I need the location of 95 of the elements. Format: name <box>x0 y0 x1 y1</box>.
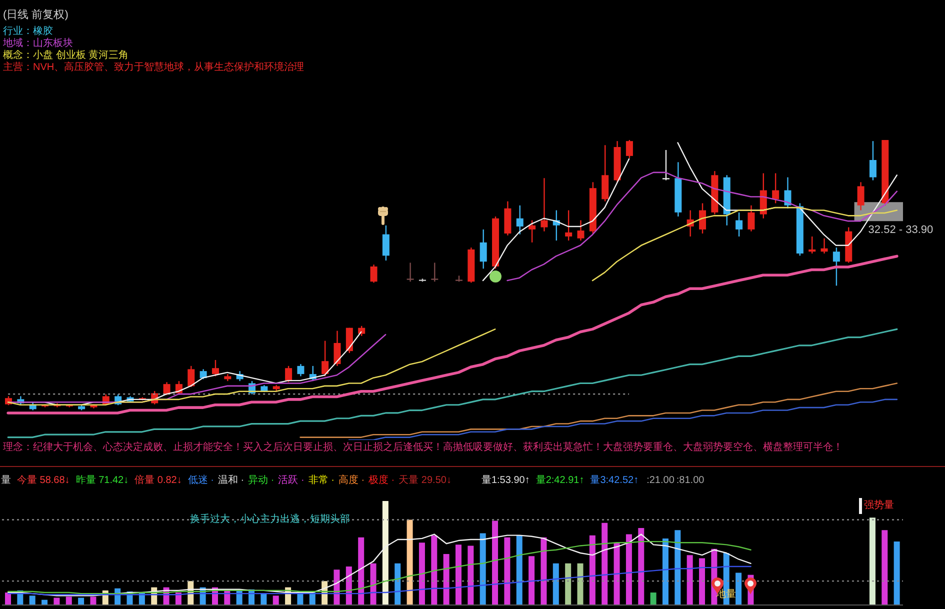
text: 理念：纪律大于机会、心态决定成败、止损才能安全！买入之后次日要止损、次日止损之后逢低买！高抛低吸要做好、获利卖出莫急忙！大盘强势要重仓、大盘弱势要空仓、横盘整理可半仓！ <box>3 442 843 454</box>
candlestick <box>163 382 170 396</box>
candlestick <box>577 220 584 242</box>
candlestick <box>662 149 670 181</box>
text: 量3:42.52↑ <box>590 475 639 487</box>
candlestick <box>626 140 633 159</box>
text: 量1:53.90↑ <box>481 475 530 487</box>
text: :81.00 <box>676 475 704 487</box>
candlestick <box>370 264 378 284</box>
chart-title: (日线 前复权) <box>3 9 68 22</box>
bar <box>894 542 900 605</box>
bar <box>492 520 498 605</box>
candlestick <box>406 262 414 282</box>
text: 概念：小盘 创业板 黄河三角 <box>3 50 129 62</box>
bar <box>686 555 693 605</box>
text: 地域：山东板块 <box>3 38 73 50</box>
bar <box>443 554 450 605</box>
candlestick <box>565 210 572 242</box>
candlestick <box>736 212 743 238</box>
candlestick <box>540 178 548 232</box>
text: 昨量 71.42↓ <box>76 475 129 487</box>
bar <box>662 538 668 605</box>
bar <box>504 537 510 605</box>
annotation: 换手过大，小心主力出逃，短期头部 <box>190 514 350 526</box>
bar <box>456 544 462 605</box>
text: 主营：NVH、高压胶管、致力于智慧地球，从事生态保护和环境治理 <box>3 62 304 74</box>
bar <box>626 534 632 605</box>
bar <box>736 572 742 605</box>
text: 异动 · <box>248 475 274 487</box>
bar <box>78 598 84 605</box>
text: 天量 29.50↓ <box>398 475 452 487</box>
bar <box>528 556 535 605</box>
bar <box>882 530 888 605</box>
bar <box>468 546 474 605</box>
candlestick <box>322 340 329 377</box>
candlestick <box>820 238 828 254</box>
text: 倍量 0.82↓ <box>134 475 182 487</box>
bar <box>382 501 388 605</box>
bar <box>589 535 596 605</box>
text: 温和 · <box>218 475 244 487</box>
annotation: 强势量 <box>859 498 896 514</box>
bar <box>29 596 36 605</box>
candlestick <box>528 220 536 244</box>
candlestick <box>334 330 341 367</box>
text: 极度 · <box>368 475 395 487</box>
text: 非常 · <box>308 475 334 487</box>
text: 量 <box>1 475 11 487</box>
candlestick <box>869 140 876 181</box>
candlestick <box>285 365 292 383</box>
candlestick <box>784 176 792 209</box>
candlestick <box>212 359 219 377</box>
bar <box>516 535 522 605</box>
candlestick <box>516 204 524 235</box>
bar <box>638 528 644 605</box>
candlestick <box>382 224 390 262</box>
candlestick <box>832 246 840 286</box>
text: 行业：橡胶 <box>3 26 53 38</box>
text: 活跃 · <box>278 475 304 487</box>
bar <box>272 596 279 605</box>
candlestick <box>808 236 816 254</box>
bar <box>552 563 559 605</box>
bar <box>480 533 486 605</box>
bar <box>358 537 364 605</box>
bar <box>418 542 425 605</box>
text: 今量 58.68↓ <box>17 475 70 487</box>
candlestick <box>188 365 195 388</box>
bar <box>869 518 876 605</box>
candlestick <box>431 262 438 282</box>
bar <box>394 563 401 605</box>
bar <box>406 520 413 605</box>
candlestick <box>857 182 864 211</box>
bar <box>540 537 547 605</box>
text: 低迷 · <box>188 475 214 487</box>
text: 高度 · <box>338 475 365 487</box>
candlestick <box>772 172 780 204</box>
bar <box>431 535 438 605</box>
bar <box>650 592 656 605</box>
bar <box>370 563 376 605</box>
candlestick <box>748 204 755 232</box>
bar <box>674 530 681 605</box>
bar <box>602 522 608 605</box>
bar <box>54 598 60 605</box>
bar <box>66 596 72 605</box>
bar <box>614 542 620 605</box>
text: 量2:42.91↑ <box>536 475 584 487</box>
bar <box>90 596 96 605</box>
text: :21.00 <box>646 475 674 487</box>
bar <box>699 558 706 605</box>
candlestick <box>480 228 487 270</box>
candlestick <box>297 363 304 377</box>
candlestick <box>699 202 706 234</box>
band-label: 32.52 - 33.90 <box>868 224 934 238</box>
bar <box>260 594 267 605</box>
bar <box>577 563 584 605</box>
bar <box>565 563 572 605</box>
